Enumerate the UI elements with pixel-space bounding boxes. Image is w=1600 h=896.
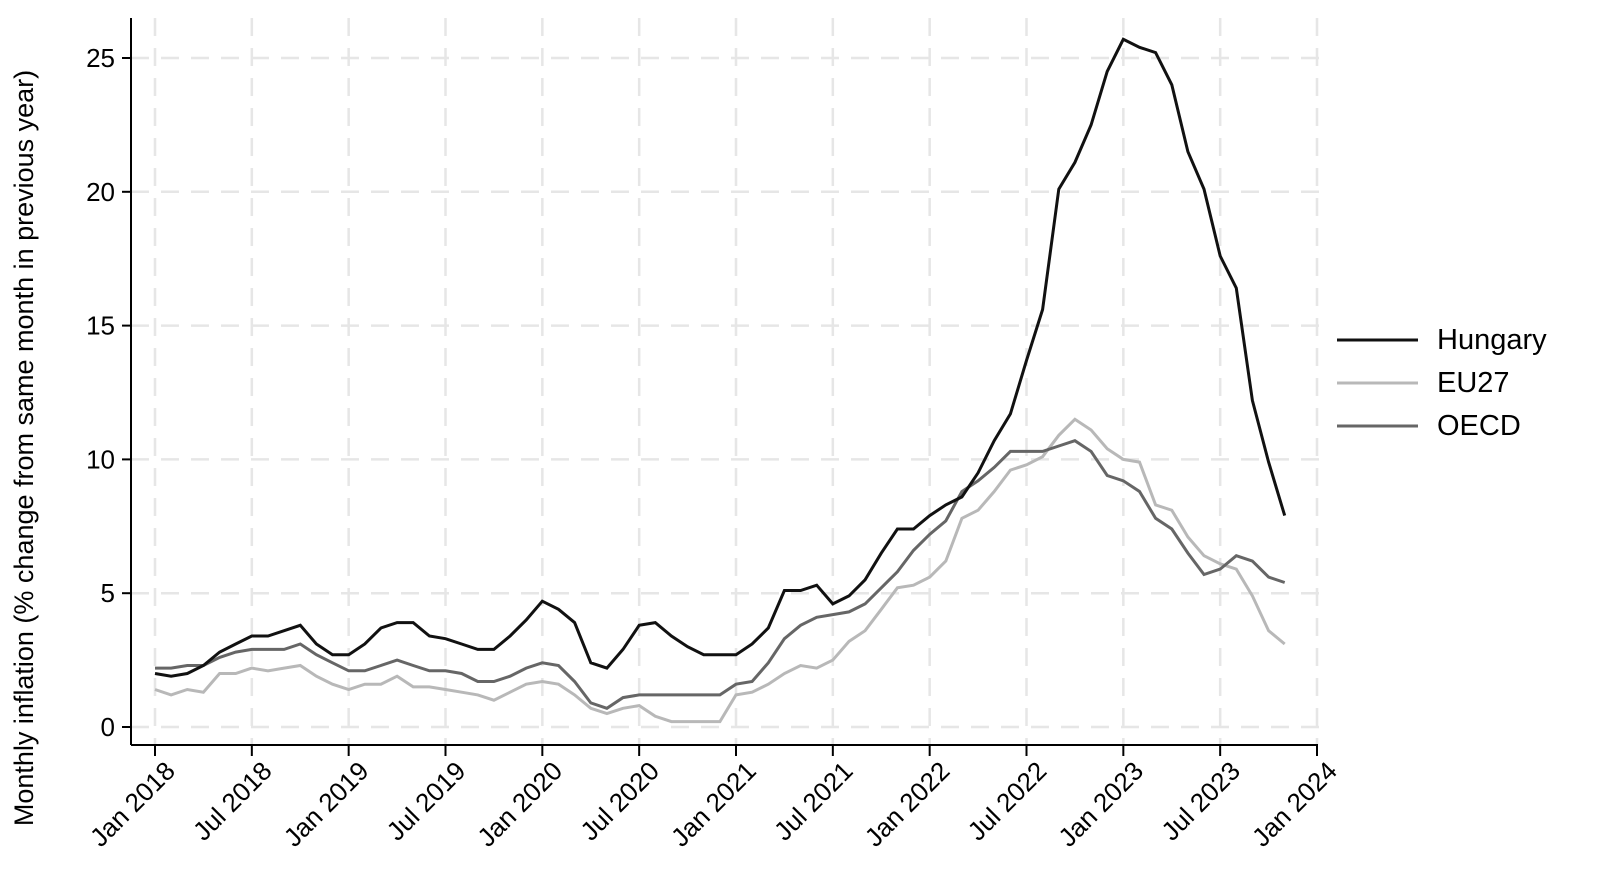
y-tick-label: 5 bbox=[101, 578, 115, 608]
x-tick-label: Jul 2020 bbox=[574, 756, 665, 847]
x-tick-label: Jan 2021 bbox=[665, 756, 762, 853]
x-tick-label: Jan 2019 bbox=[278, 756, 375, 853]
series-line-oecd bbox=[155, 439, 1286, 710]
y-axis-label: Monthly inflation (% change from same mo… bbox=[9, 70, 39, 826]
x-tick-label: Jul 2018 bbox=[187, 756, 278, 847]
x-tick-label: Jul 2023 bbox=[1155, 756, 1246, 847]
x-tick-label: Jul 2022 bbox=[962, 756, 1053, 847]
x-tick-label: Jul 2021 bbox=[768, 756, 859, 847]
x-tick-label: Jan 2022 bbox=[859, 756, 956, 853]
legend-label-hungary: Hungary bbox=[1437, 324, 1547, 356]
series-line-eu27 bbox=[154, 417, 1286, 724]
x-tick-label: Jan 2023 bbox=[1052, 756, 1149, 853]
y-tick-label: 25 bbox=[86, 43, 115, 73]
y-tick-label: 10 bbox=[86, 444, 115, 474]
series-line-hungary bbox=[154, 37, 1287, 678]
y-tick-label: 0 bbox=[101, 712, 115, 742]
x-tick-label: Jan 2018 bbox=[84, 756, 181, 853]
x-tick-label: Jan 2024 bbox=[1246, 756, 1343, 853]
x-tick-label: Jan 2020 bbox=[471, 756, 568, 853]
y-tick-label: 20 bbox=[86, 177, 115, 207]
data-series bbox=[154, 37, 1287, 724]
y-tick-label: 15 bbox=[86, 311, 115, 341]
legend-label-eu27: EU27 bbox=[1437, 367, 1510, 399]
legend-label-oecd: OECD bbox=[1437, 410, 1521, 442]
x-tick-label: Jul 2019 bbox=[381, 756, 472, 847]
legend: Hungary EU27 OECD bbox=[1337, 324, 1547, 442]
